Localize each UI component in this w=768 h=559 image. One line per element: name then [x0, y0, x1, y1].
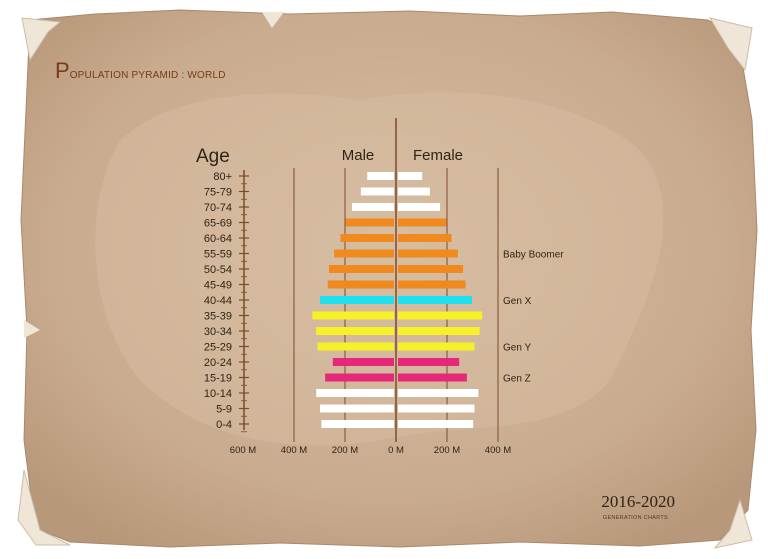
female-bar: [398, 234, 452, 242]
x-tick-label: 0 M: [388, 445, 404, 456]
female-bar: [398, 327, 480, 335]
male-bar: [325, 373, 394, 382]
female-bar: [398, 296, 472, 304]
tear-top: [262, 12, 284, 28]
title-initial: P: [55, 58, 70, 83]
age-label: 45-49: [204, 280, 232, 292]
male-bar: [367, 172, 394, 180]
male-bar: [345, 218, 394, 227]
age-label: 40-44: [204, 295, 232, 307]
male-bar: [360, 187, 394, 196]
female-bar: [398, 342, 475, 351]
male-bar: [316, 389, 394, 397]
x-tick-label: 600 M: [230, 445, 256, 456]
male-bar: [317, 342, 394, 351]
age-label: 0-4: [216, 419, 232, 431]
curl-bottom-left: [17, 469, 71, 546]
female-bar: [398, 389, 479, 397]
female-bar: [398, 280, 466, 289]
male-bar: [334, 249, 394, 258]
curl-bottom-right: [713, 498, 753, 549]
female-bar: [398, 187, 430, 196]
male-bar: [328, 265, 394, 273]
curl-top-left: [21, 17, 62, 62]
age-label: 55-59: [204, 249, 232, 261]
male-header: Male: [342, 147, 375, 164]
generation-annotation: Gen X: [503, 296, 532, 307]
age-label: 60-64: [204, 233, 232, 245]
pyramid-chart: Age Male Female 80+ 75-79 70-74 65-69 60-64 55-5…: [196, 118, 564, 456]
age-label: 75-79: [204, 187, 232, 199]
female-bar: [398, 404, 475, 413]
age-label: 80+: [213, 171, 232, 183]
age-label: 30-34: [204, 326, 232, 338]
female-header: Female: [413, 147, 463, 164]
year-range-label: 2016-2020: [601, 492, 675, 511]
generation-annotation: Baby Boomer: [503, 250, 564, 261]
age-label: 50-54: [204, 264, 232, 276]
generation-charts-caption: GENERATION CHARTS: [602, 515, 668, 521]
title-text: OPULATION PYRAMID : WORLD: [69, 70, 226, 81]
female-bar: [398, 203, 441, 211]
age-label: 15-19: [204, 373, 232, 385]
x-tick-label: 200 M: [332, 445, 358, 456]
age-label: 20-24: [204, 357, 232, 369]
x-tick-label: 400 M: [281, 445, 307, 456]
age-label: 5-9: [216, 404, 232, 416]
male-bar: [320, 404, 394, 413]
generation-annotation: Gen Z: [503, 374, 531, 385]
x-tick-label: 200 M: [434, 445, 460, 456]
female-bar: [398, 249, 458, 258]
age-label: 35-39: [204, 311, 232, 323]
male-bar: [320, 296, 394, 304]
page-title: POPULATION PYRAMID : WORLD: [55, 58, 226, 84]
curl-top-right: [708, 17, 753, 72]
age-label: 10-14: [204, 388, 232, 400]
generation-annotation: Gen Y: [503, 343, 531, 354]
x-tick-label: 400 M: [485, 445, 511, 456]
age-label: 25-29: [204, 342, 232, 354]
female-bar: [398, 265, 464, 273]
female-bar: [398, 172, 423, 180]
male-bar: [340, 234, 394, 242]
male-bar: [312, 311, 394, 320]
male-bar: [351, 203, 394, 211]
age-axis-title: Age: [196, 146, 230, 167]
male-bar: [321, 420, 394, 428]
tear-left: [24, 320, 40, 338]
male-bar: [327, 280, 394, 289]
female-bar: [398, 358, 460, 366]
male-bar: [332, 358, 394, 366]
age-label: 70-74: [204, 202, 232, 214]
female-bar: [398, 420, 474, 428]
female-bar: [398, 218, 447, 227]
female-bar: [398, 311, 483, 320]
male-bar: [316, 327, 394, 335]
female-bar: [398, 373, 467, 382]
age-label: 65-69: [204, 218, 232, 230]
